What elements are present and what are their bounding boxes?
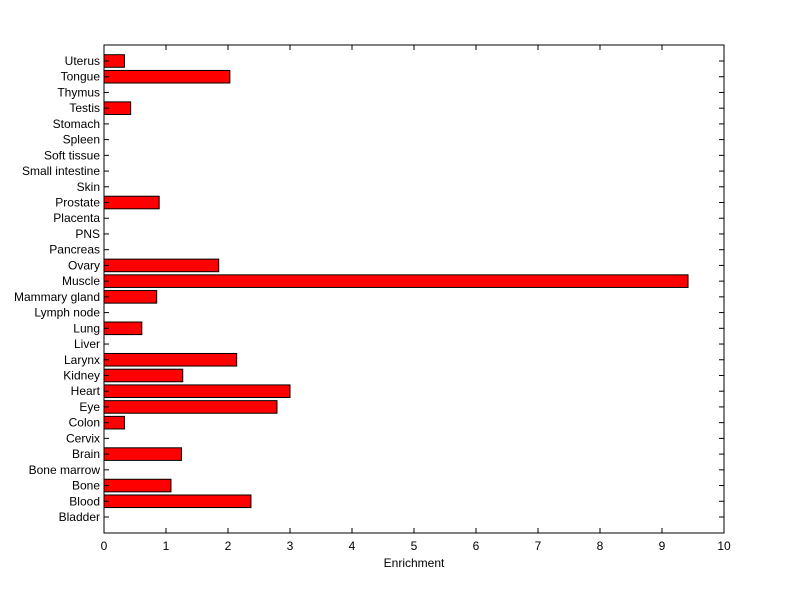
- y-tick-label: Cervix: [66, 431, 100, 445]
- x-tick-label: 9: [659, 539, 666, 553]
- x-tick-label: 6: [473, 539, 480, 553]
- bar-larynx: [103, 352, 238, 367]
- bar-bone: [103, 478, 172, 493]
- x-tick-label: 5: [411, 539, 418, 553]
- y-tick-label: Tongue: [61, 70, 101, 84]
- y-tick-label: Thymus: [57, 85, 100, 99]
- y-tick-label: Ovary: [68, 258, 100, 272]
- y-tick-label: Placenta: [53, 211, 100, 225]
- bar-muscle: [103, 274, 689, 288]
- y-tick-label: Pancreas: [49, 243, 100, 257]
- x-tick-label: 3: [287, 539, 294, 553]
- bar-brain: [103, 447, 182, 461]
- y-tick-label: Bone: [72, 479, 100, 493]
- y-tick-label: Soft tissue: [44, 148, 100, 162]
- x-tick-label: 7: [535, 539, 542, 553]
- bar-prostate: [103, 195, 160, 210]
- bar-ovary: [103, 258, 220, 273]
- y-tick-label: Liver: [74, 337, 100, 351]
- axis-ticks: [103, 45, 725, 533]
- x-tick-labels: 0 1 2 3 4 5 6 7 8 9 10: [101, 539, 731, 553]
- y-tick-label: Skin: [77, 180, 100, 194]
- y-tick-label: Testis: [69, 101, 100, 115]
- x-tick-label: 8: [597, 539, 604, 553]
- y-tick-label: Lung: [73, 321, 100, 335]
- y-tick-label: Muscle: [62, 274, 100, 288]
- y-tick-label: Spleen: [63, 133, 100, 147]
- plot-frame: [103, 44, 725, 534]
- y-tick-label: Blood: [69, 494, 100, 508]
- bar-eye: [103, 400, 278, 414]
- y-tick-label: Colon: [69, 416, 100, 430]
- plot-area: [104, 45, 724, 533]
- y-tick-label: Small intestine: [22, 164, 100, 178]
- bar-lung: [103, 321, 143, 336]
- x-tick-label: 1: [163, 539, 170, 553]
- y-tick-label: Lymph node: [34, 306, 100, 320]
- y-tick-label: Heart: [71, 384, 101, 398]
- y-tick-label: Stomach: [53, 117, 100, 131]
- y-tick-label: Brain: [72, 447, 100, 461]
- y-tick-label: Mammary gland: [14, 290, 100, 304]
- bar-blood: [103, 494, 252, 509]
- y-tick-label: Bone marrow: [29, 463, 101, 477]
- bar-tongue: [103, 69, 231, 84]
- x-axis-label: Enrichment: [384, 556, 445, 570]
- x-tick-label: 4: [349, 539, 356, 553]
- bar-heart: [103, 384, 291, 399]
- x-tick-label: 0: [101, 539, 108, 553]
- x-tick-label: 2: [225, 539, 232, 553]
- y-tick-label: Bladder: [59, 510, 100, 524]
- y-tick-label: Uterus: [65, 54, 100, 68]
- x-tick-label: 10: [717, 539, 731, 553]
- y-tick-label: Eye: [79, 400, 100, 414]
- bar-mammary-gland: [103, 290, 158, 304]
- y-tick-label: PNS: [75, 227, 100, 241]
- y-tick-label: Prostate: [55, 196, 100, 210]
- y-tick-label: Larynx: [64, 353, 100, 367]
- bar-kidney: [103, 368, 184, 383]
- y-tick-label: Kidney: [63, 368, 100, 382]
